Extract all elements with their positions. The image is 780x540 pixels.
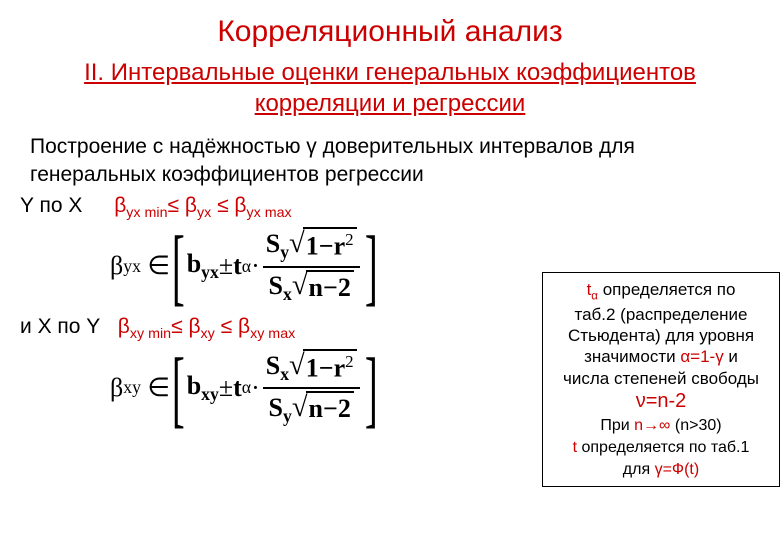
intro-text: Построение с надёжностью γ доверительных…: [20, 133, 760, 188]
intro-line1: Построение с надёжностью γ доверительных…: [30, 135, 635, 158]
yx-label: Y по X: [20, 194, 82, 217]
side-t-alpha: tα: [587, 280, 598, 299]
slide-subtitle: II. Интервальные оценки генеральных коэф…: [20, 57, 760, 119]
side-text-4c: и: [724, 347, 738, 366]
side-text-8b: определяется по таб.1: [577, 439, 749, 456]
side-text-2: таб.2 (распределение: [574, 305, 747, 324]
xy-inequality: βxy min≤ βxy ≤ βxy max: [118, 315, 296, 338]
side-text-9a: для: [623, 461, 655, 478]
side-text-7c: (n>30): [670, 417, 721, 434]
side-text-7a: При: [600, 417, 634, 434]
side-alpha-eq: α=1-γ: [680, 347, 723, 366]
slide-title: Корреляционный анализ: [20, 15, 760, 49]
side-text-4a: значимости: [584, 347, 680, 366]
side-note-box: tα определяется по таб.2 (распределение …: [542, 272, 780, 487]
side-text-1: определяется по: [598, 280, 735, 299]
side-n-inf: n→∞: [634, 417, 670, 434]
side-text-5: числа степеней свободы: [563, 369, 759, 388]
subtitle-line1: II. Интервальные оценки генеральных коэф…: [84, 59, 696, 86]
yx-inequality: βyx min≤ βyx ≤ βyx max: [114, 194, 292, 217]
intro-line2: генеральных коэффициентов регрессии: [30, 163, 424, 186]
inequality-yx: Y по X βyx min≤ βyx ≤ βyx max: [20, 194, 760, 221]
side-text-3: Стьюдента) для уровня: [568, 326, 754, 345]
side-gamma-eq: γ=Ф(t): [655, 461, 700, 478]
side-nu-eq: ν=n-2: [636, 390, 687, 412]
xy-label: и X по Y: [20, 315, 100, 338]
subtitle-line2: корреляции и регрессии: [255, 90, 526, 117]
